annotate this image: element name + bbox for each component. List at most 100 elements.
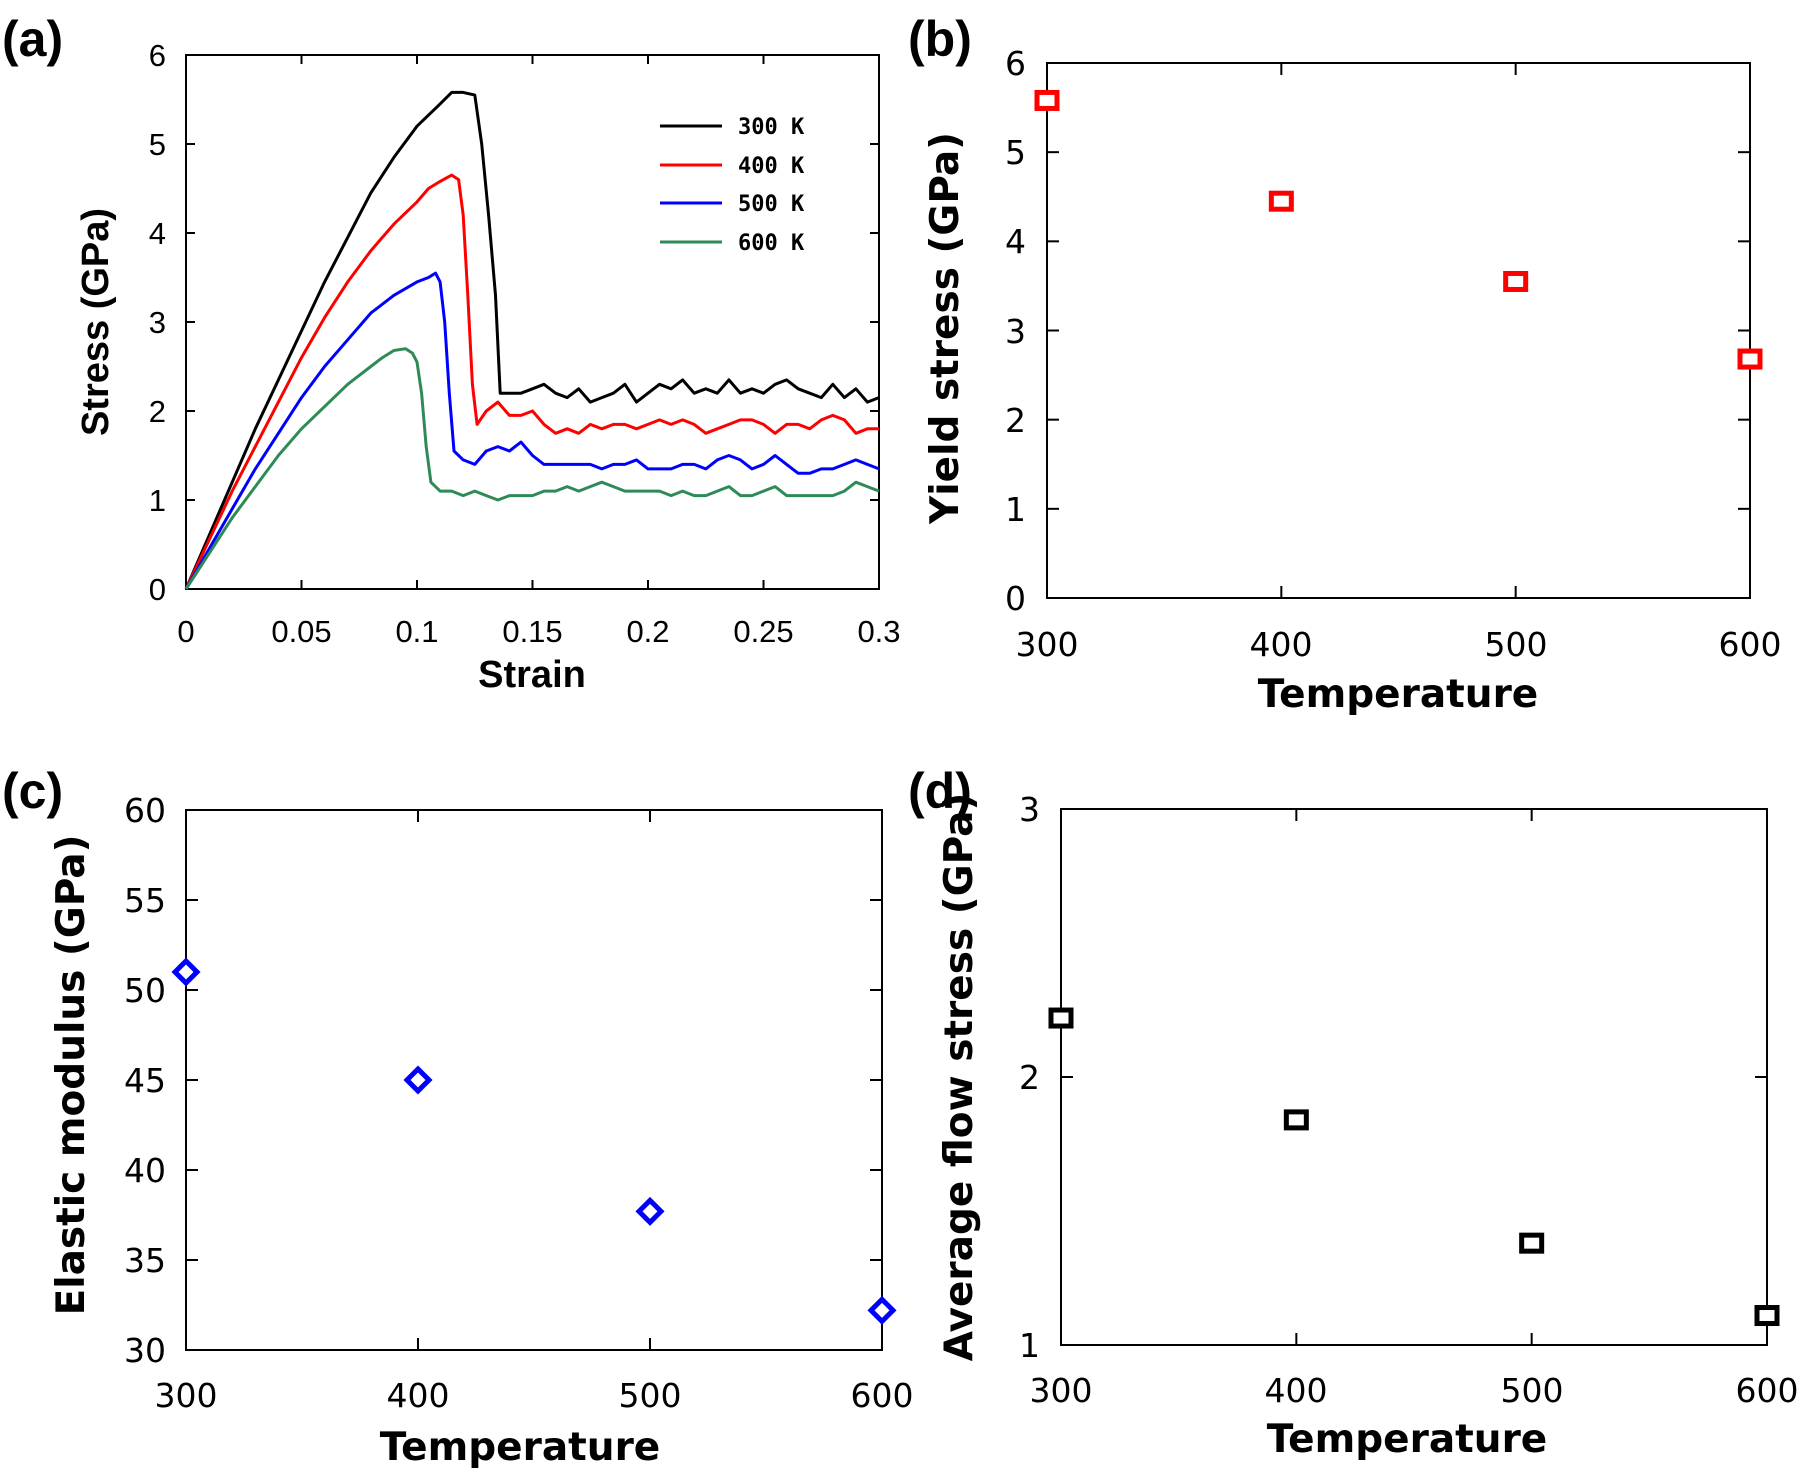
y-tick-label: 6: [1005, 44, 1026, 83]
panel-b-ticks: [1046, 62, 1751, 599]
y-tick-label: 40: [124, 1151, 166, 1190]
panel-a-y-axis-title: Stress (GPa): [75, 208, 117, 436]
panel-d-data-points: [1048, 1007, 1780, 1327]
panel-b-x-tick-labels: 300 400 500 600: [1016, 625, 1782, 664]
panel-d-y-tick-labels: 1 2 3: [1019, 790, 1040, 1365]
panel-a-ticks: [185, 54, 880, 590]
legend-label-600k: 600 K: [738, 231, 805, 256]
x-tick-label: 500: [619, 1376, 682, 1415]
x-tick-label: 0.1: [395, 614, 438, 649]
panel-b: (b) 300 400 500 600 0 1 2 3 4 5 6 Temper…: [908, 11, 1782, 717]
x-tick-label: 0.3: [857, 614, 900, 649]
x-tick-label: 400: [387, 1376, 450, 1415]
panel-c-label: (c): [2, 763, 63, 819]
panel-a: (a) 0 0.05 0.1 0.15 0.2 0.25 0.3 0 1 2 3…: [2, 11, 901, 696]
panel-d-ticks: [1060, 808, 1768, 1346]
x-tick-label: 500: [1501, 1371, 1564, 1410]
panel-d-plot-frame: [1060, 808, 1768, 1346]
x-tick-label: 400: [1265, 1371, 1328, 1410]
panel-c: (c) 300 400 500 600 30 35 40 45 50 55 60…: [2, 763, 914, 1470]
panel-b-label: (b): [908, 11, 972, 67]
x-tick-label: 600: [1736, 1371, 1799, 1410]
panel-c-y-axis-title: Elastic modulus (GPa): [49, 835, 94, 1316]
x-tick-label: 0.05: [271, 614, 331, 649]
x-tick-label: 300: [155, 1376, 218, 1415]
y-tick-label: 35: [124, 1241, 166, 1280]
x-tick-label: 0.15: [502, 614, 562, 649]
data-point-marker: [403, 1065, 433, 1095]
data-point-marker: [635, 1196, 665, 1226]
x-tick-label: 600: [851, 1376, 914, 1415]
y-tick-label: 45: [124, 1061, 166, 1100]
y-tick-label: 55: [124, 881, 166, 920]
series-line-600k: [184, 347, 880, 590]
y-tick-label: 2: [1005, 401, 1026, 440]
x-tick-label: 300: [1030, 1371, 1093, 1410]
y-tick-label: 5: [149, 127, 166, 162]
y-tick-label: 2: [149, 394, 166, 429]
x-tick-label: 0: [177, 614, 194, 649]
y-tick-label: 3: [1005, 312, 1026, 351]
panel-a-series-lines: [184, 90, 880, 590]
data-point-marker: [1034, 89, 1060, 111]
y-tick-label: 0: [149, 572, 166, 607]
panel-d-x-axis-title: Temperature: [1267, 1417, 1548, 1462]
y-tick-label: 4: [149, 216, 166, 251]
panel-a-legend: 300 K 400 K 500 K 600 K: [660, 115, 805, 256]
x-tick-label: 500: [1485, 625, 1548, 664]
x-tick-label: 300: [1016, 625, 1079, 664]
panel-c-plot-frame: [185, 809, 883, 1351]
panel-b-data-points: [1034, 89, 1763, 370]
data-point-marker: [1048, 1007, 1074, 1029]
x-tick-label: 400: [1250, 625, 1313, 664]
legend-label-500k: 500 K: [738, 192, 805, 217]
y-tick-label: 0: [1005, 579, 1026, 618]
panel-a-x-tick-labels: 0 0.05 0.1 0.15 0.2 0.25 0.3: [177, 614, 900, 649]
panel-c-x-axis-title: Temperature: [380, 1425, 661, 1470]
y-tick-label: 3: [149, 305, 166, 340]
y-tick-label: 50: [124, 971, 166, 1010]
panel-c-data-points: [171, 957, 897, 1325]
y-tick-label: 1: [1005, 490, 1026, 529]
series-line-400k: [184, 173, 879, 590]
x-tick-label: 600: [1719, 625, 1782, 664]
panel-c-x-tick-labels: 300 400 500 600: [155, 1376, 914, 1415]
data-point-marker: [1283, 1109, 1309, 1131]
y-tick-label: 3: [1019, 790, 1040, 829]
data-point-marker: [1519, 1232, 1545, 1254]
panel-d-label: (d): [908, 763, 972, 819]
y-tick-label: 2: [1019, 1058, 1040, 1097]
data-point-marker: [1268, 190, 1294, 212]
y-tick-label: 30: [124, 1331, 166, 1370]
data-point-marker: [1737, 348, 1763, 370]
y-tick-label: 1: [1019, 1326, 1040, 1365]
panel-c-ticks: [185, 809, 883, 1351]
legend-label-400k: 400 K: [738, 154, 805, 179]
panel-a-label: (a): [2, 11, 63, 67]
panel-b-x-axis-title: Temperature: [1258, 672, 1539, 717]
y-tick-label: 1: [149, 483, 166, 518]
y-tick-label: 60: [124, 791, 166, 830]
y-tick-label: 4: [1005, 222, 1026, 261]
panel-b-y-tick-labels: 0 1 2 3 4 5 6: [1005, 44, 1026, 618]
data-point-marker: [171, 957, 201, 987]
y-tick-label: 6: [149, 38, 166, 73]
panel-d: (d) 300 400 500 600 1 2 3 Temperature Av…: [908, 763, 1799, 1462]
data-point-marker: [867, 1295, 897, 1325]
y-tick-label: 5: [1005, 133, 1026, 172]
panel-d-x-tick-labels: 300 400 500 600: [1030, 1371, 1799, 1410]
data-point-marker: [1754, 1305, 1780, 1327]
data-point-marker: [1503, 270, 1529, 292]
legend-label-300k: 300 K: [738, 115, 805, 140]
x-tick-label: 0.2: [626, 614, 669, 649]
panel-b-plot-frame: [1046, 62, 1751, 599]
panel-a-y-tick-labels: 0 1 2 3 4 5 6: [149, 38, 166, 607]
panel-d-y-axis-title: Average flow stress (GPa): [937, 793, 982, 1362]
panel-b-y-axis-title: Yield stress (GPa): [923, 132, 968, 525]
panel-a-x-axis-title: Strain: [478, 654, 586, 696]
series-line-500k: [184, 271, 880, 590]
panel-c-y-tick-labels: 30 35 40 45 50 55 60: [124, 791, 166, 1370]
x-tick-label: 0.25: [733, 614, 793, 649]
series-line-300k: [184, 90, 880, 590]
